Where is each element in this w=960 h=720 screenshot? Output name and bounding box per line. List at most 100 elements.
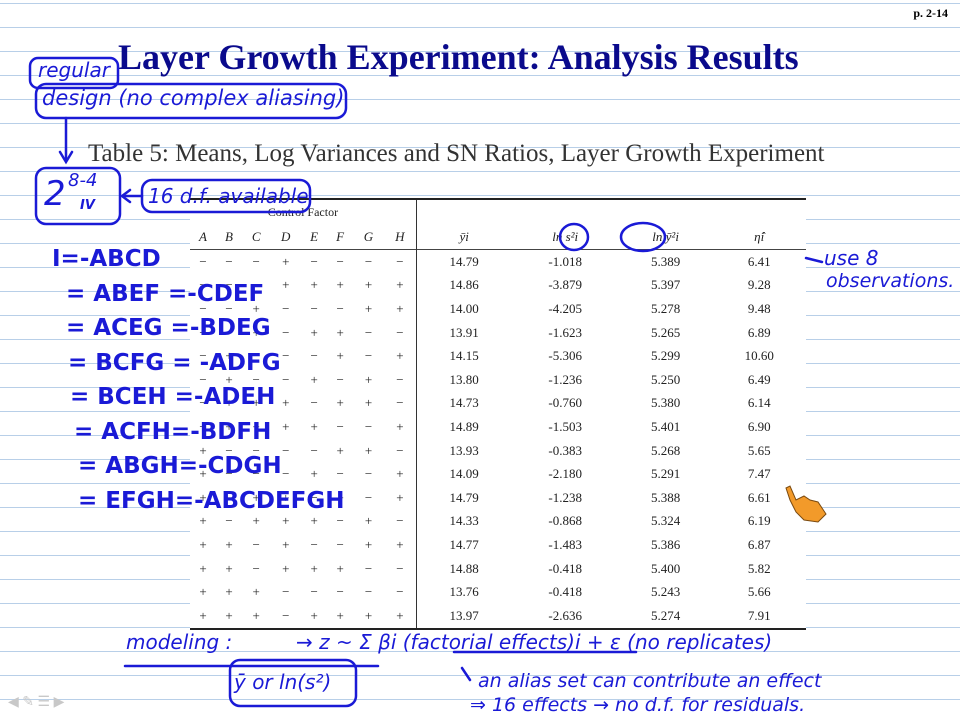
factor-level: − xyxy=(252,277,260,293)
factor-header: G xyxy=(363,229,374,244)
table-row: − + − − − + − +14.15 -5.306 5.299 10.60 xyxy=(190,344,806,368)
stat-lns2: -1.483 xyxy=(548,536,582,552)
stat-lny2: 5.291 xyxy=(651,466,681,482)
table-row: − − − + + + + +14.86 -3.879 5.397 9.28 xyxy=(190,273,806,298)
stat-lns2: -0.418 xyxy=(548,584,582,600)
factor-level: + xyxy=(225,395,233,411)
factor-header: F xyxy=(336,229,345,244)
stat-ybar: 14.00 xyxy=(415,297,512,321)
factor-level: − xyxy=(310,442,318,458)
stat-lny2: 5.388 xyxy=(651,489,681,505)
factor-level: + xyxy=(310,607,318,623)
stat-ybar: 14.79 xyxy=(415,485,512,510)
factor-level: + xyxy=(336,348,344,364)
factor-level: − xyxy=(282,442,290,458)
factor-level: + xyxy=(199,584,207,600)
stat-lns2: -1.503 xyxy=(548,418,582,434)
nav-pen-icon[interactable]: ✎ xyxy=(22,695,35,710)
factor-level: + xyxy=(396,466,404,482)
stat-lny2: 5.243 xyxy=(651,584,681,600)
factor-level: + xyxy=(310,324,318,340)
stat-eta: 6.90 xyxy=(747,418,771,434)
factor-level: − xyxy=(199,324,207,340)
table-row: − + + + − + + −14.73 -0.760 5.380 6.14 xyxy=(190,391,806,416)
stat-lns2: -3.879 xyxy=(548,277,582,293)
stat-lns2: -1.623 xyxy=(548,324,582,340)
factor-level: + xyxy=(282,560,290,576)
factor-level: + xyxy=(199,560,207,576)
stat-eta: 5.82 xyxy=(747,560,771,576)
stat-lny2: 5.397 xyxy=(651,277,681,293)
table-row: + + − + + + − −14.88 -0.418 5.400 5.82 xyxy=(190,556,806,581)
page-number: p. 2-14 xyxy=(913,6,948,20)
factor-header: C xyxy=(251,229,261,244)
factor-level: − xyxy=(310,536,318,552)
factor-level: + xyxy=(396,277,404,293)
factor-level: − xyxy=(336,253,344,269)
table-row: − + + + + − − +14.89 -1.503 5.401 6.90 xyxy=(190,415,806,439)
nav-next-icon[interactable]: ▶ xyxy=(53,695,65,710)
factor-level: + xyxy=(396,348,404,364)
ink-use8: use 8 xyxy=(824,246,879,270)
stat-eta: 6.41 xyxy=(747,253,771,269)
ink-response-variables: ȳ or ln(s²) xyxy=(234,670,332,694)
table-row: + − + + + − + −14.33 -0.868 5.324 6.19 xyxy=(190,509,806,534)
factor-level: + xyxy=(199,442,207,458)
stat-lny2: 5.278 xyxy=(651,300,681,316)
factor-level: − xyxy=(310,395,318,411)
factor-level: + xyxy=(396,536,404,552)
factor-level: − xyxy=(396,324,404,340)
factor-level: + xyxy=(252,300,260,316)
factor-level: − xyxy=(225,466,233,482)
ybar-circle xyxy=(558,222,590,252)
yvar-box xyxy=(228,658,358,708)
factor-level: + xyxy=(364,277,373,293)
factor-level: − xyxy=(310,300,318,316)
stat-lny2: 5.250 xyxy=(651,371,681,387)
factor-level: + xyxy=(396,489,404,505)
factor-level: + xyxy=(282,513,290,529)
factor-level: − xyxy=(199,253,207,269)
ink-model-equation: → z ~ Σ βi (factorial effects)i + ε (no … xyxy=(296,630,773,654)
factor-level: − xyxy=(364,324,373,340)
stat-lny2: 5.389 xyxy=(651,253,681,269)
factor-level: + xyxy=(252,418,260,434)
table-row: + + + − + + + +13.97 -2.636 5.274 7.91 xyxy=(190,603,806,629)
factor-level: − xyxy=(364,489,373,505)
factor-level: + xyxy=(310,513,318,529)
factor-level: + xyxy=(336,560,344,576)
slide-navigation[interactable]: ◀ ✎ ☰ ▶ xyxy=(8,694,64,711)
factor-header: H xyxy=(395,229,405,244)
use8-pointer xyxy=(804,256,824,264)
factor-level: + xyxy=(364,300,373,316)
alias-line: I=-ABCD xyxy=(52,246,161,272)
nav-menu-icon[interactable]: ☰ xyxy=(37,695,51,710)
design-box xyxy=(34,82,348,120)
factor-level: − xyxy=(282,300,290,316)
factor-level: + xyxy=(225,607,233,623)
stat-eta: 6.19 xyxy=(747,513,771,529)
table-row: − − − + − − − −14.79 -1.018 5.389 6.41 xyxy=(190,249,806,274)
stat-eta: 5.66 xyxy=(747,584,771,600)
stat-ybar: 13.93 xyxy=(415,438,512,463)
factor-level: + xyxy=(282,418,290,434)
factor-level: + xyxy=(310,277,318,293)
nav-prev-icon[interactable]: ◀ xyxy=(8,695,19,710)
stat-lny2: 5.400 xyxy=(651,560,681,576)
table-row: + + − + − − + +14.77 -1.483 5.386 6.87 xyxy=(190,533,806,557)
stat-eta: 7.47 xyxy=(747,466,771,482)
factor-level: + xyxy=(364,607,373,623)
stat-lny2: 5.401 xyxy=(651,418,681,434)
factor-level: + xyxy=(364,513,373,529)
factor-header: B xyxy=(225,229,233,244)
factor-level: − xyxy=(364,253,373,269)
factor-level: + xyxy=(396,607,404,623)
factor-level: + xyxy=(252,584,260,600)
stat-lns2: -2.636 xyxy=(548,607,582,623)
factor-level: − xyxy=(336,584,344,600)
stat-lny2: 5.299 xyxy=(651,348,681,364)
factor-level: − xyxy=(252,371,260,387)
stat-header: η̂i xyxy=(754,229,765,244)
factor-level: − xyxy=(225,277,233,293)
